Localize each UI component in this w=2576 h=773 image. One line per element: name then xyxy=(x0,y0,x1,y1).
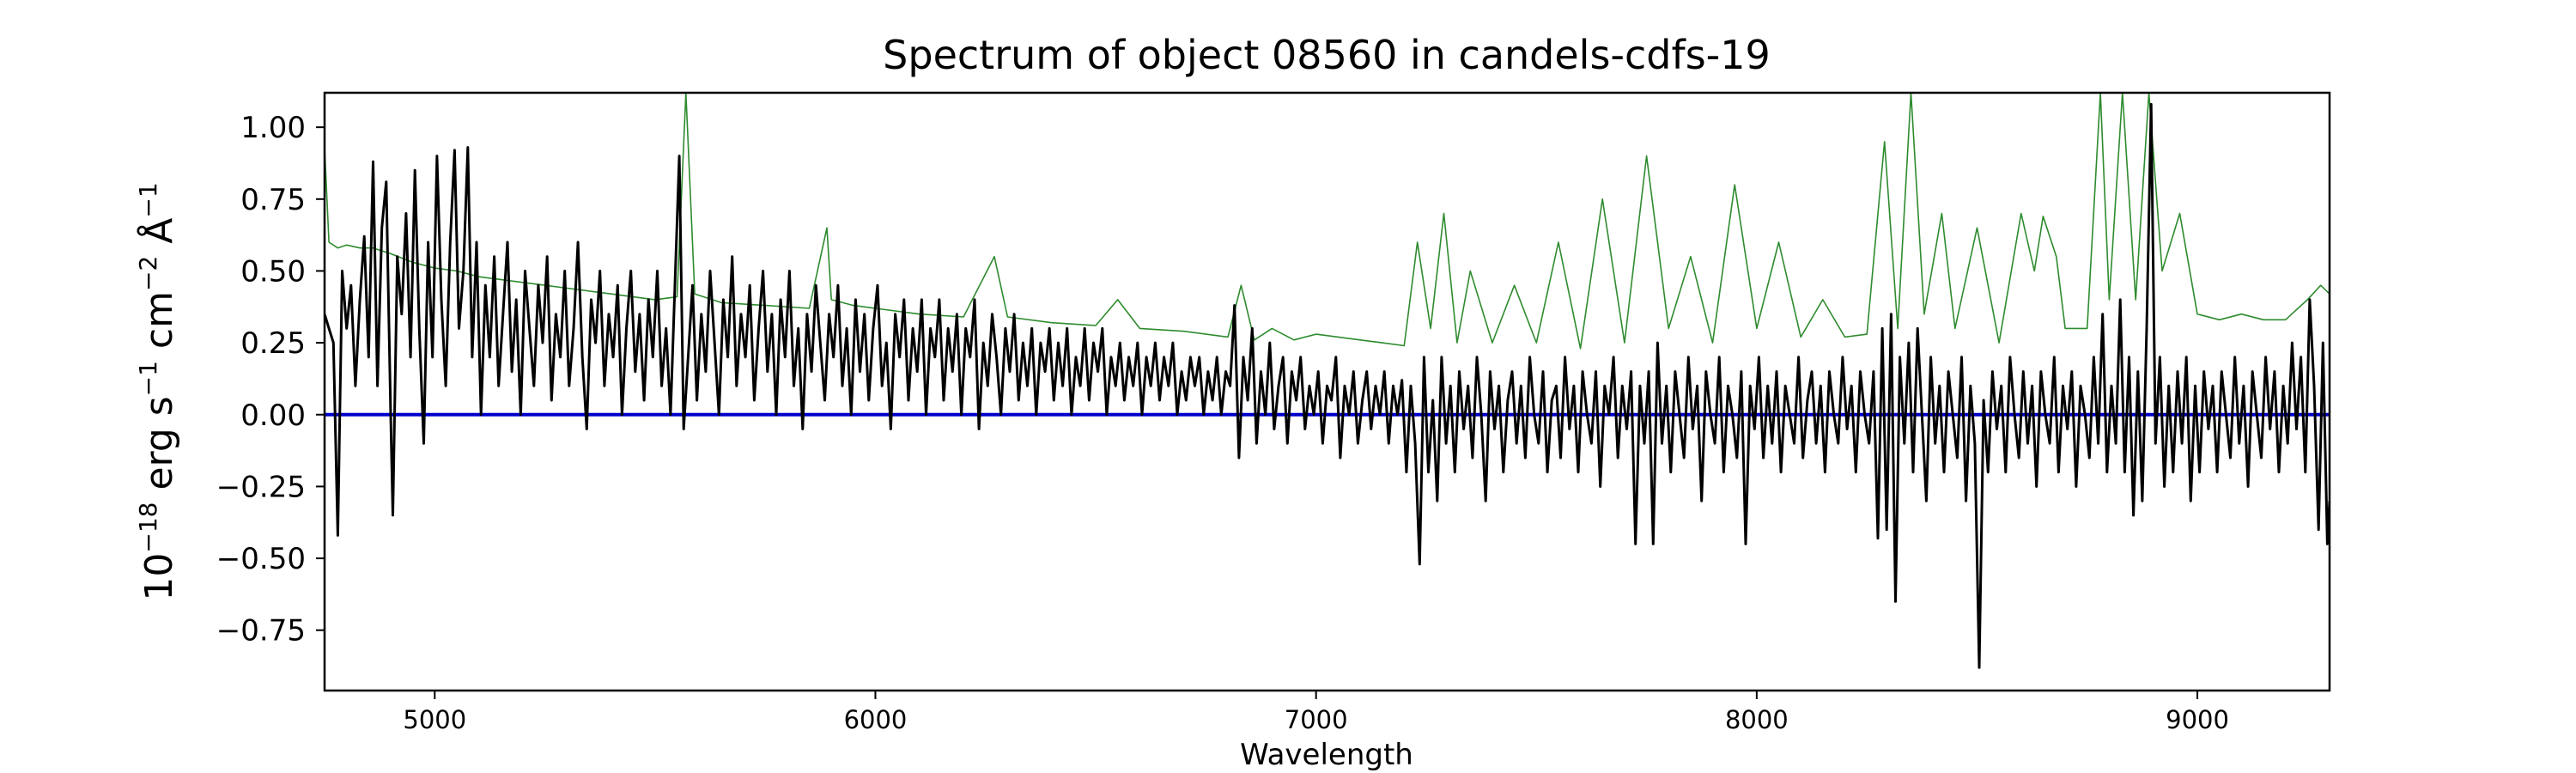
x-tick-label: 7000 xyxy=(1285,705,1348,734)
series-line-flux xyxy=(325,102,2330,669)
x-tick-label: 5000 xyxy=(403,705,466,734)
x-tick-label: 9000 xyxy=(2166,705,2229,734)
y-tick-label: −0.25 xyxy=(216,470,306,504)
y-tick-label: 1.00 xyxy=(240,111,306,145)
y-label-unit1: erg s xyxy=(137,396,181,502)
y-axis: 1.00 0.75 0.50 0.25 0.00 −0.25 −0.50 −0.75 xyxy=(216,111,325,648)
chart-title: Spectrum of object 08560 in candels-cdfs… xyxy=(883,32,1771,78)
y-tick-label: 0.00 xyxy=(240,399,306,433)
y-tick-label: −0.75 xyxy=(216,614,306,648)
series-line-error xyxy=(325,93,2330,350)
x-tick-label: 8000 xyxy=(1725,705,1789,734)
y-axis-label: 10−18 erg s−1 cm−2 Å−1 xyxy=(134,182,181,600)
y-tick-label: 0.25 xyxy=(240,326,306,361)
x-axis-label: Wavelength xyxy=(1240,738,1413,772)
y-label-unit3: Å xyxy=(136,218,181,256)
y-label-exp2: −2 xyxy=(134,256,162,291)
x-tick-label: 6000 xyxy=(844,705,908,734)
y-label-base: 10 xyxy=(137,553,181,601)
y-label-exp: −18 xyxy=(134,502,162,553)
y-tick-label: 0.75 xyxy=(240,183,306,217)
y-tick-label: 0.50 xyxy=(240,254,306,289)
y-tick-label: −0.50 xyxy=(216,542,306,576)
y-label-exp3: −1 xyxy=(134,182,162,217)
x-axis: 5000 6000 7000 8000 9000 xyxy=(403,691,2229,734)
y-label-unit2: cm xyxy=(137,291,181,361)
plot-frame xyxy=(323,91,2331,692)
plot-area xyxy=(323,91,2331,692)
y-label-exp1: −1 xyxy=(134,361,162,396)
